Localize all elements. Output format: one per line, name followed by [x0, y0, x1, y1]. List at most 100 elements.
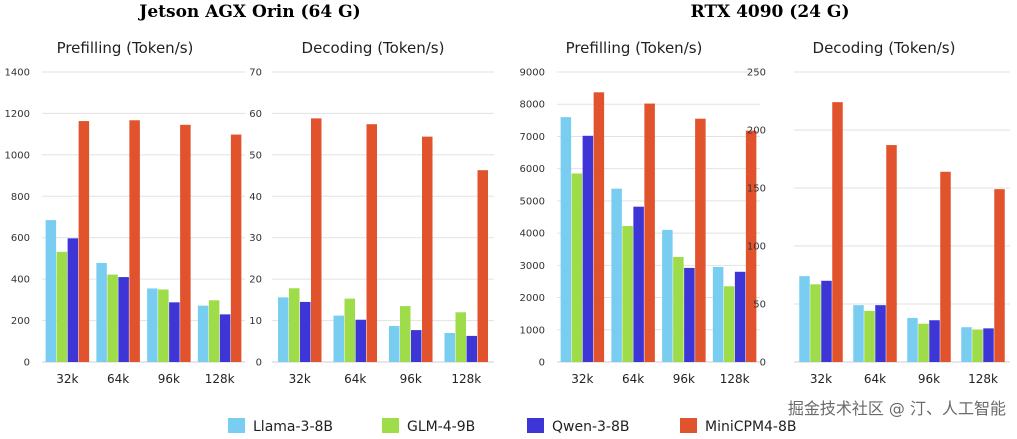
bar-glm-4-9b-64k: [107, 274, 118, 362]
bar-qwen-3-8b-96k: [929, 320, 940, 362]
bar-glm-4-9b-128k: [972, 329, 983, 362]
bar-minicpm4-8b-96k: [940, 171, 951, 362]
x-category-label: 96k: [918, 372, 940, 386]
bar-llama-3-8b-96k: [907, 317, 918, 362]
x-category-label: 128k: [205, 372, 235, 386]
panel-title-jetson-decoding: Decoding (Token/s): [302, 39, 445, 57]
y-tick-label: 20: [249, 275, 262, 286]
bar-qwen-3-8b-64k: [633, 206, 644, 362]
bar-glm-4-9b-96k: [400, 306, 411, 362]
y-tick-label: 70: [249, 68, 262, 79]
bar-llama-3-8b-64k: [333, 315, 344, 362]
bar-llama-3-8b-32k: [45, 220, 57, 362]
bar-minicpm4-8b-128k: [230, 134, 242, 362]
legend-label-qwen: Qwen-3-8B: [552, 419, 629, 435]
legend-item-qwen: Qwen-3-8B: [527, 418, 629, 435]
bar-llama-3-8b-32k: [799, 276, 810, 362]
bar-qwen-3-8b-32k: [821, 280, 832, 362]
legend-label-llama: Llama-3-8B: [253, 419, 333, 435]
x-category-label: 96k: [673, 372, 695, 386]
bar-qwen-3-8b-32k: [300, 301, 311, 362]
legend: Llama-3-8B GLM-4-9B Qwen-3-8B MiniCPM4-8…: [228, 418, 797, 435]
bar-llama-3-8b-96k: [147, 288, 158, 362]
y-tick-label: 1200: [5, 109, 30, 120]
y-tick-label: 10: [249, 316, 262, 327]
bar-glm-4-9b-32k: [289, 288, 300, 362]
y-tick-label: 5000: [520, 196, 545, 207]
panel-rtx-prefilling: 0 1000 2000 3000 4000 5000 6000 7000 8000 9000 32k…: [520, 68, 760, 386]
y-tick-label: 600: [11, 233, 30, 244]
bar-qwen-3-8b-128k: [983, 328, 994, 362]
y-tick-label: 0: [760, 358, 766, 369]
x-category-label: 32k: [289, 372, 311, 386]
bar-qwen-3-8b-128k: [466, 335, 477, 362]
bar-minicpm4-8b-64k: [366, 124, 377, 362]
bar-llama-3-8b-64k: [853, 305, 864, 362]
y-tick-label: 8000: [520, 100, 545, 111]
bar-minicpm4-8b-32k: [593, 92, 605, 363]
bar-llama-3-8b-96k: [662, 229, 673, 362]
bar-minicpm4-8b-32k: [832, 102, 843, 362]
panel-jetson-prefilling: 0 200 400 600 800 1000 1200 1400 32k 64k 96k 128k: [5, 68, 245, 386]
group-title-jetson: Jetson AGX Orin (64 G): [137, 2, 360, 22]
bar-minicpm4-8b-64k: [129, 120, 140, 362]
bar-glm-4-9b-96k: [158, 289, 169, 362]
y-tick-label: 50: [249, 150, 262, 161]
x-category-label: 128k: [968, 372, 998, 386]
bar-qwen-3-8b-32k: [67, 238, 79, 362]
y-tick-label: 6000: [520, 164, 545, 175]
bar-minicpm4-8b-32k: [311, 118, 322, 363]
bar-glm-4-9b-32k: [56, 251, 68, 362]
bar-glm-4-9b-32k: [571, 173, 583, 362]
y-tick-label: 9000: [520, 68, 545, 79]
x-category-label: 96k: [158, 372, 180, 386]
bar-llama-3-8b-128k: [197, 305, 209, 362]
y-tick-label: 1000: [520, 325, 545, 336]
y-tick-label: 0: [256, 358, 262, 369]
y-tick-label: 0: [24, 358, 30, 369]
panel-title-rtx-decoding: Decoding (Token/s): [813, 39, 956, 57]
bar-llama-3-8b-128k: [712, 266, 724, 362]
bar-glm-4-9b-32k: [810, 284, 821, 362]
bar-minicpm4-8b-128k: [477, 170, 488, 362]
bar-llama-3-8b-64k: [611, 188, 622, 362]
bar-qwen-3-8b-64k: [355, 319, 366, 362]
panel-title-jetson-prefilling: Prefilling (Token/s): [57, 39, 194, 57]
y-tick-label: 250: [747, 68, 766, 79]
x-category-label: 64k: [864, 372, 886, 386]
legend-item-glm: GLM-4-9B: [382, 418, 475, 435]
x-category-label: 32k: [56, 372, 78, 386]
x-category-label: 128k: [451, 372, 481, 386]
group-title-rtx4090: RTX 4090 (24 G): [690, 2, 849, 22]
y-tick-label: 200: [747, 126, 766, 137]
y-tick-label: 30: [249, 233, 262, 244]
bar-qwen-3-8b-128k: [734, 271, 746, 362]
bar-llama-3-8b-32k: [278, 297, 289, 362]
y-tick-label: 2000: [520, 293, 545, 304]
watermark: 掘金技术社区 @ 汀、人工智能: [788, 399, 1006, 418]
bar-glm-4-9b-96k: [918, 323, 929, 362]
y-tick-label: 400: [11, 275, 30, 286]
bar-glm-4-9b-64k: [344, 298, 355, 362]
bar-qwen-3-8b-64k: [118, 277, 129, 362]
bar-qwen-3-8b-96k: [411, 330, 422, 362]
bar-llama-3-8b-64k: [96, 262, 107, 362]
y-tick-label: 200: [11, 316, 30, 327]
x-category-label: 32k: [571, 372, 593, 386]
x-category-label: 64k: [622, 372, 644, 386]
panel-rtx-decoding: 0 50 100 150 200 250 32k 64k 96k 128k: [747, 68, 1010, 386]
bar-glm-4-9b-64k: [622, 226, 633, 362]
bar-minicpm4-8b-96k: [422, 136, 433, 362]
bar-llama-3-8b-32k: [560, 117, 572, 362]
bar-llama-3-8b-128k: [444, 333, 455, 362]
y-tick-label: 800: [11, 192, 30, 203]
legend-item-llama: Llama-3-8B: [228, 418, 333, 435]
bar-llama-3-8b-96k: [389, 325, 400, 362]
y-tick-label: 50: [753, 300, 766, 311]
bar-qwen-3-8b-32k: [582, 135, 594, 362]
x-category-label: 64k: [344, 372, 366, 386]
bar-glm-4-9b-128k: [723, 286, 735, 362]
bar-minicpm4-8b-32k: [78, 121, 90, 362]
bar-minicpm4-8b-64k: [644, 103, 655, 363]
